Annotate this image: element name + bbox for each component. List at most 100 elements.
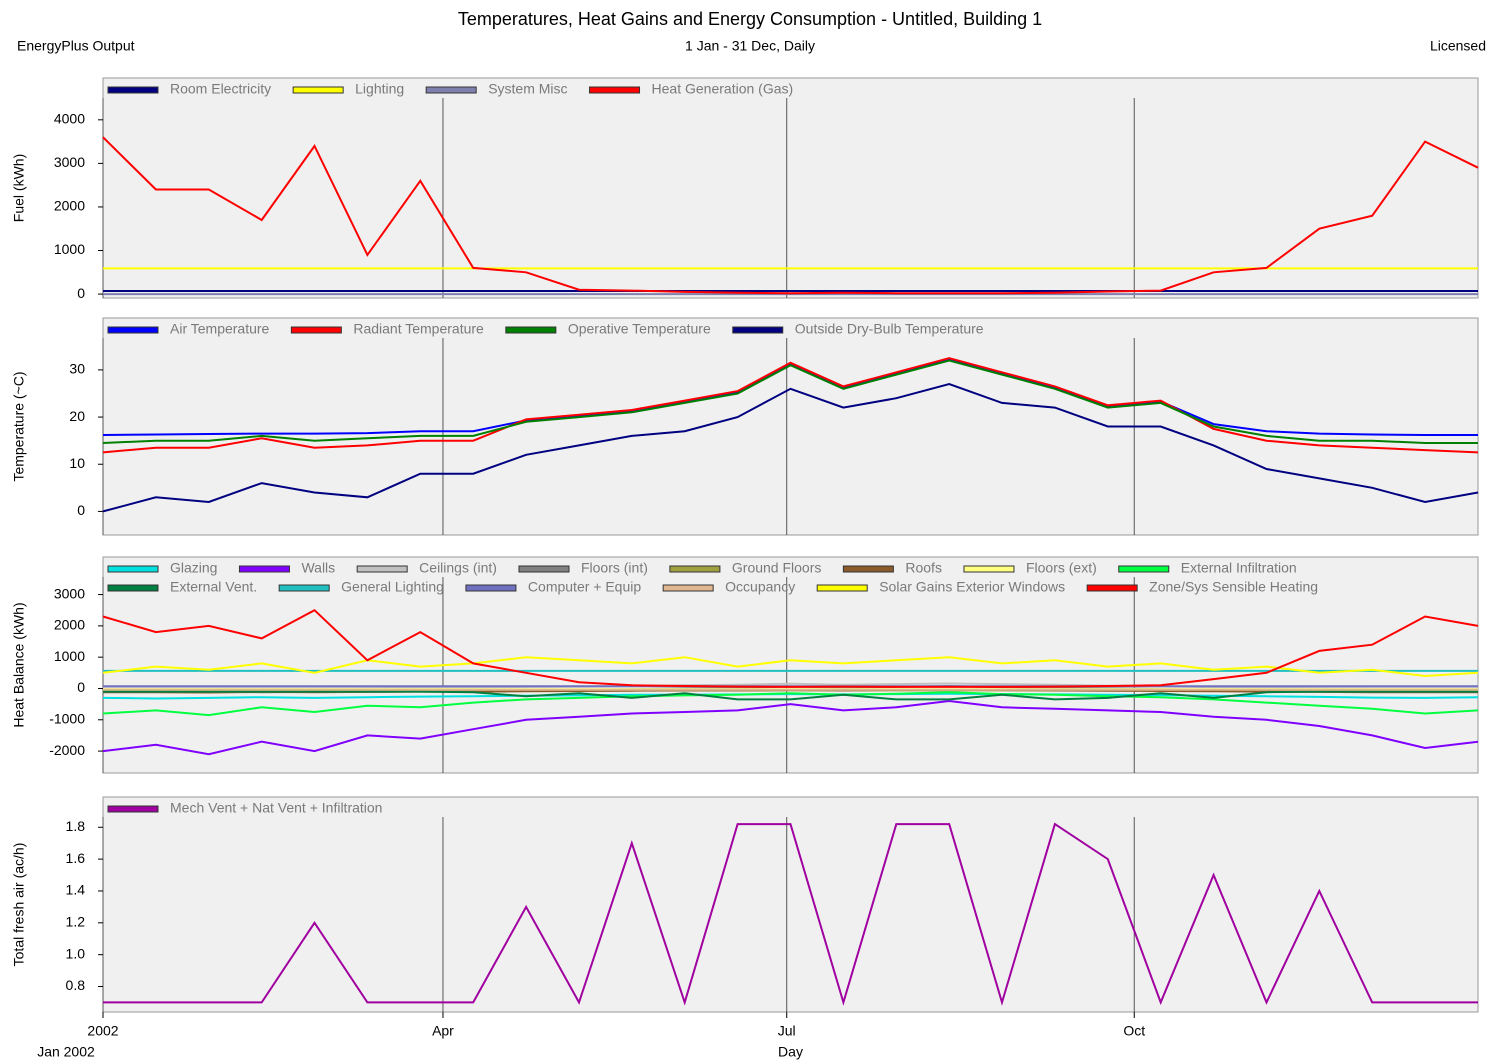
legend-swatch <box>963 565 1015 573</box>
legend-swatch <box>732 326 784 334</box>
x-axis-label: Day <box>778 1044 803 1060</box>
legend-entry: Floors (int) <box>518 560 648 576</box>
legend-swatch <box>816 584 868 592</box>
legend-label: Zone/Sys Sensible Heating <box>1149 579 1318 595</box>
legend-swatch <box>107 326 159 334</box>
legend-label: Floors (ext) <box>1026 560 1097 576</box>
y-tick-label: -1000 <box>49 710 85 726</box>
x-note: Jan 2002 <box>37 1044 95 1060</box>
y-tick-label: 1.4 <box>66 882 86 898</box>
y-axis-label: Heat Balance (kWh) <box>11 602 27 727</box>
y-tick-label: 0 <box>77 679 85 695</box>
y-tick-label: 1000 <box>54 241 85 257</box>
legend-label: System Misc <box>488 81 567 97</box>
y-tick-label: 20 <box>69 408 85 424</box>
legend-label: Roofs <box>905 560 942 576</box>
series-line <box>102 608 1479 688</box>
legend-swatch <box>1086 584 1138 592</box>
y-tick-label: 1000 <box>54 648 85 664</box>
legend-entry: Ground Floors <box>669 560 821 576</box>
left-note: EnergyPlus Output <box>17 38 135 54</box>
y-tick-label: 1.0 <box>66 945 86 961</box>
legend-label: Outside Dry-Bulb Temperature <box>795 321 984 337</box>
series-line <box>102 382 1479 513</box>
legend-entry: Radiant Temperature <box>290 321 484 337</box>
y-tick-label: 3000 <box>54 154 85 170</box>
series-line <box>103 690 1478 701</box>
legend-entry: Computer + Equip <box>465 579 641 595</box>
legend-entry: External Infiltration <box>1118 560 1297 576</box>
legend-label: External Vent. <box>170 579 257 595</box>
legend-swatch <box>107 86 159 94</box>
legend-swatch <box>842 565 894 573</box>
legend-label: Room Electricity <box>170 81 271 97</box>
series-line <box>102 691 1479 717</box>
legend-swatch <box>107 805 159 813</box>
y-tick-label: 1.6 <box>66 850 86 866</box>
legend-label: Air Temperature <box>170 321 270 337</box>
legend-entry: System Misc <box>425 81 568 97</box>
legend-label: Walls <box>301 560 335 576</box>
legend-swatch <box>290 326 342 334</box>
legend-entry: Lighting <box>292 81 404 97</box>
legend-label: Ground Floors <box>732 560 821 576</box>
legend-label: Floors (int) <box>581 560 648 576</box>
legend-swatch <box>589 86 641 94</box>
legend-label: Mech Vent + Nat Vent + Infiltration <box>170 800 382 816</box>
legend-label: Computer + Equip <box>528 579 641 595</box>
y-tick-label: 3000 <box>54 585 85 601</box>
legend-entry: Air Temperature <box>107 321 270 337</box>
right-note: Licensed <box>1430 38 1486 54</box>
series-line <box>102 656 1479 678</box>
legend-label: Radiant Temperature <box>353 321 484 337</box>
y-tick-label: 0.8 <box>66 977 86 993</box>
legend-label: General Lighting <box>341 579 444 595</box>
y-tick-label: 1.2 <box>66 914 86 930</box>
legend-swatch <box>238 565 290 573</box>
y-axis-label: Fuel (kWh) <box>11 154 27 222</box>
legend-label: Ceilings (int) <box>419 560 497 576</box>
plot-area <box>102 77 1479 299</box>
legend-swatch <box>669 565 721 573</box>
legend-entry: Heat Generation (Gas) <box>589 81 793 97</box>
legend-swatch <box>107 565 159 573</box>
legend-label: Solar Gains Exterior Windows <box>879 579 1065 595</box>
y-axis-label: Total fresh air (ac/h) <box>11 843 27 967</box>
y-tick-label: 2000 <box>54 198 85 214</box>
legend-swatch <box>278 584 330 592</box>
y-tick-label: 0 <box>77 502 85 518</box>
plot-area <box>102 317 1479 536</box>
y-axis-label: Temperature (~C) <box>11 371 27 481</box>
legend-entry: Occupancy <box>662 579 795 595</box>
legend-entry: Room Electricity <box>107 81 271 97</box>
legend-entry: External Vent. <box>107 579 257 595</box>
period: 1 Jan - 31 Dec, Daily <box>685 38 815 54</box>
legend-swatch <box>505 326 557 334</box>
series-line <box>102 699 1479 756</box>
series-line <box>103 822 1478 1006</box>
x-tick-label: Apr <box>432 1023 454 1039</box>
legend-entry: Glazing <box>107 560 217 576</box>
legend-swatch <box>292 86 344 94</box>
series-line <box>102 357 1479 454</box>
y-tick-label: 4000 <box>54 111 85 127</box>
y-tick-label: -2000 <box>49 742 85 758</box>
legend-entry: Zone/Sys Sensible Heating <box>1086 579 1318 595</box>
legend-swatch <box>356 565 408 573</box>
legend-entry: Ceilings (int) <box>356 560 497 576</box>
legend-swatch <box>518 565 570 573</box>
legend-swatch <box>425 86 477 94</box>
legend-entry: Walls <box>238 560 335 576</box>
x-tick-label: 2002 <box>87 1023 118 1039</box>
legend-entry: Floors (ext) <box>963 560 1097 576</box>
legend-entry: Operative Temperature <box>505 321 711 337</box>
legend-swatch <box>1118 565 1170 573</box>
y-tick-label: 1.8 <box>66 818 86 834</box>
x-tick-label: Oct <box>1123 1023 1145 1039</box>
legend-label: External Infiltration <box>1181 560 1297 576</box>
legend-label: Glazing <box>170 560 217 576</box>
series-line <box>102 136 1479 295</box>
legend-entry: Roofs <box>842 560 942 576</box>
series-line <box>102 359 1478 444</box>
